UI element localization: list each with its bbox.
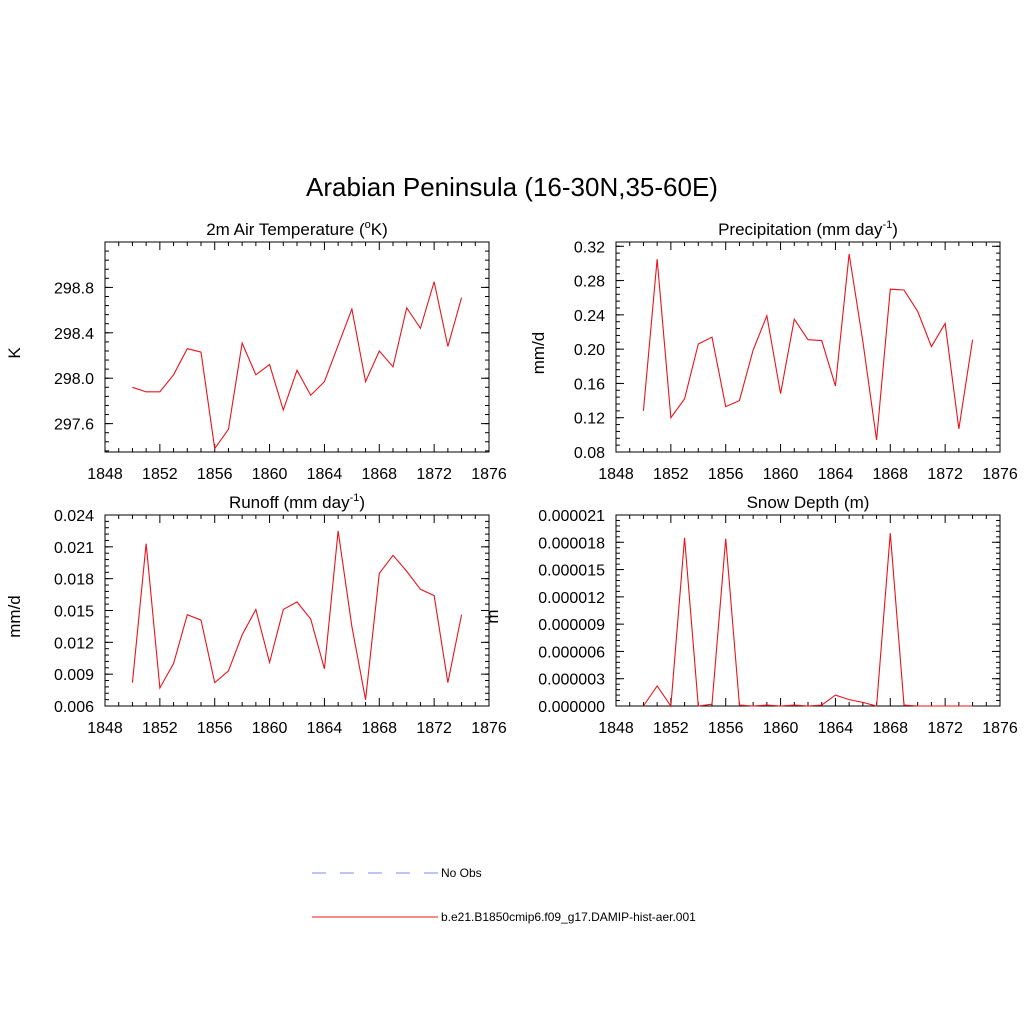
x-tick-label: 1852 — [653, 466, 689, 483]
panel-title-superscript: -1 — [882, 219, 892, 231]
panel-title: Runoff (mm day-1) — [229, 492, 365, 512]
y-tick-label: 0.015 — [54, 604, 94, 621]
panel-title-text: Precipitation (mm day — [718, 220, 883, 239]
x-tick-label: 1864 — [818, 466, 854, 483]
y-tick-label: 298.4 — [54, 326, 94, 343]
y-tick-label: 298.8 — [54, 280, 94, 297]
y-tick-label: 0.006 — [54, 699, 94, 716]
x-tick-label: 1856 — [197, 466, 233, 483]
x-tick-label: 1868 — [872, 466, 908, 483]
plot-frame — [615, 241, 1001, 453]
plot-frame — [104, 241, 490, 453]
x-tick-label: 1852 — [142, 466, 178, 483]
y-tick-label: 0.28 — [574, 274, 605, 291]
x-tick-label: 1860 — [763, 720, 799, 737]
panel-title: Snow Depth (m) — [747, 493, 870, 512]
y-tick-label: 0.000021 — [538, 508, 605, 525]
x-tick-label: 1876 — [471, 466, 507, 483]
y-tick-label: 0.000003 — [538, 672, 605, 689]
y-tick-label: 0.20 — [574, 342, 605, 359]
panel-title: 2m Air Temperature (oK) — [206, 219, 388, 239]
panel-snow_depth: Snow Depth (m) m 1848 1852 1856 1860 1864 1868 1… — [483, 493, 1018, 737]
panel-title-superscript: o — [365, 219, 371, 231]
x-tick-label: 1876 — [471, 720, 507, 737]
panel-title-suffix: K) — [371, 220, 388, 239]
y-axis-label: mm/d — [5, 595, 24, 638]
y-tick-label: 0.024 — [54, 508, 94, 525]
x-tick-label: 1872 — [416, 720, 452, 737]
x-tick-label: 1848 — [87, 720, 123, 737]
panel-title: Precipitation (mm day-1) — [718, 219, 898, 239]
x-tick-label: 1852 — [142, 720, 178, 737]
panel-title-suffix: ) — [359, 493, 365, 512]
x-tick-label: 1848 — [598, 720, 634, 737]
y-tick-label: 0.32 — [574, 239, 605, 256]
y-tick-label: 0.000018 — [538, 535, 605, 552]
series-line-precipitation — [642, 253, 974, 441]
x-tick-label: 1864 — [307, 466, 343, 483]
panel-precipitation: Precipitation (mm day-1) mm/d 1848 1852 1856… — [529, 219, 1018, 483]
y-tick-label: 0.16 — [574, 376, 605, 393]
y-tick-label: 0.12 — [574, 411, 605, 428]
x-tick-label: 1848 — [87, 466, 123, 483]
y-axis-label: mm/d — [529, 332, 548, 375]
panel-title-text: 2m Air Temperature ( — [206, 220, 365, 239]
y-axis-label: m — [483, 609, 502, 623]
x-tick-label: 1872 — [927, 720, 963, 737]
panel-temperature: 2m Air Temperature (oK) K 1848 1852 1856 1860… — [5, 219, 507, 483]
y-tick-label: 0.021 — [54, 540, 94, 557]
x-tick-label: 1872 — [927, 466, 963, 483]
x-tick-label: 1852 — [653, 720, 689, 737]
x-tick-label: 1848 — [598, 466, 634, 483]
panel-title-text: Snow Depth (m) — [747, 493, 870, 512]
legend: No Obs b.e21.B1850cmip6.f09_g17.DAMIP-hi… — [312, 866, 696, 924]
x-tick-label: 1860 — [252, 720, 288, 737]
x-tick-label: 1856 — [197, 720, 233, 737]
legend-model-label: b.e21.B1850cmip6.f09_g17.DAMIP-hist-aer.… — [441, 910, 696, 924]
y-tick-label: 0.08 — [574, 445, 605, 462]
series-line-runoff — [131, 530, 463, 700]
y-tick-label: 0.24 — [574, 308, 605, 325]
panel-title-text: Runoff (mm day — [229, 493, 350, 512]
figure-title: Arabian Peninsula (16-30N,35-60E) — [306, 172, 718, 202]
x-tick-label: 1868 — [361, 466, 397, 483]
x-tick-label: 1876 — [982, 720, 1018, 737]
y-tick-label: 0.000009 — [538, 617, 605, 634]
x-tick-label: 1864 — [307, 720, 343, 737]
y-tick-label: 0.009 — [54, 667, 94, 684]
x-tick-label: 1868 — [872, 720, 908, 737]
y-tick-label: 0.018 — [54, 572, 94, 589]
x-tick-label: 1872 — [416, 466, 452, 483]
y-tick-label: 0.000000 — [538, 699, 605, 716]
plot-frame — [104, 514, 490, 707]
panel-title-suffix: ) — [892, 220, 898, 239]
y-tick-label: 0.000015 — [538, 563, 605, 580]
x-tick-label: 1860 — [252, 466, 288, 483]
y-tick-label: 297.6 — [54, 417, 94, 434]
x-tick-label: 1856 — [708, 720, 744, 737]
panel-title-superscript: -1 — [350, 492, 360, 504]
panels: 2m Air Temperature (oK) K 1848 1852 1856 1860… — [5, 219, 1018, 737]
y-tick-label: 0.012 — [54, 635, 94, 652]
y-tick-label: 0.000006 — [538, 644, 605, 661]
x-tick-label: 1868 — [361, 720, 397, 737]
x-tick-label: 1876 — [982, 466, 1018, 483]
y-tick-label: 298.0 — [54, 371, 94, 388]
x-tick-label: 1864 — [818, 720, 854, 737]
y-tick-label: 0.000012 — [538, 590, 605, 607]
series-line-temperature — [132, 281, 463, 451]
x-tick-label: 1856 — [708, 466, 744, 483]
legend-obs-label: No Obs — [441, 866, 482, 880]
x-tick-label: 1860 — [763, 466, 799, 483]
y-axis-label: K — [5, 347, 24, 359]
series-line-snow_depth — [642, 533, 973, 708]
panel-runoff: Runoff (mm day-1) mm/d 1848 1852 1856 1860 186… — [5, 492, 507, 737]
